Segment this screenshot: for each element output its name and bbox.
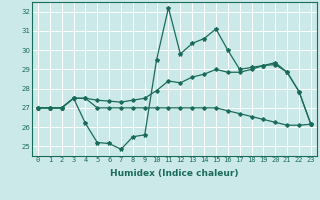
X-axis label: Humidex (Indice chaleur): Humidex (Indice chaleur) (110, 169, 239, 178)
